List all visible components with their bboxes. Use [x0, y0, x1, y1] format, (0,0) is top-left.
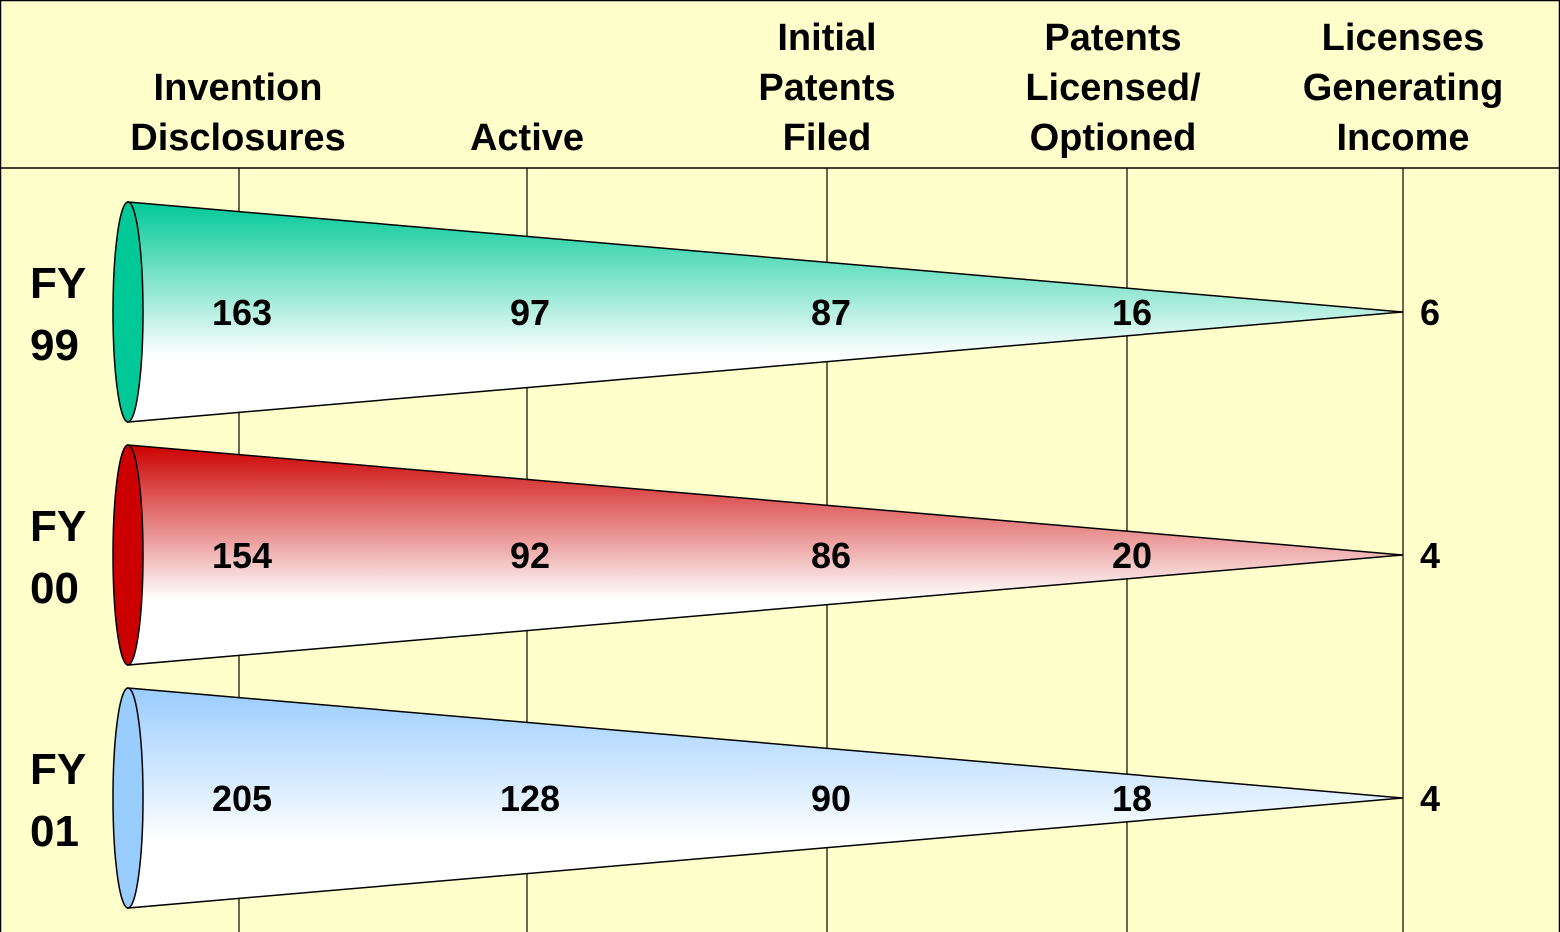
value-label: 90 [811, 778, 851, 819]
value-label: 20 [1112, 535, 1152, 576]
funnel-mouth [112, 201, 144, 423]
value-label: 87 [811, 292, 851, 333]
value-label: 205 [212, 778, 272, 819]
stage-header-1: Invention Disclosures [130, 67, 345, 159]
value-label: 16 [1112, 292, 1152, 333]
funnel-mouth [112, 687, 144, 909]
stage-header-5: Licenses Generating Income [1303, 17, 1504, 159]
funnel-2: FY 00 154 92 86 20 4 [30, 444, 1440, 666]
row-label: FY 99 [30, 259, 86, 370]
value-label: 92 [510, 535, 550, 576]
stage-header-3: Initial Patents Filed [758, 17, 895, 159]
value-label: 4 [1420, 778, 1440, 819]
value-label: 97 [510, 292, 550, 333]
funnel-1: FY 99 163 97 87 16 6 [30, 201, 1440, 423]
funnel-mouth [112, 444, 144, 666]
row-label: FY 00 [30, 502, 86, 613]
row-label: FY 01 [30, 745, 86, 856]
value-label: 163 [212, 292, 272, 333]
funnels: FY 99 163 97 87 16 6 FY 00 154 92 86 20 4 FY 01 205 128 90… [30, 201, 1440, 909]
stage-header-4: Patents Licensed/Optioned [1025, 17, 1201, 159]
value-label: 154 [212, 535, 272, 576]
value-label: 18 [1112, 778, 1152, 819]
value-label: 86 [811, 535, 851, 576]
funnel-3: FY 01 205 128 90 18 4 [30, 687, 1440, 909]
stage-header-2: Active [470, 117, 584, 159]
stage-headers: Invention Disclosures Active Initial Patents… [130, 17, 1503, 159]
value-label: 6 [1420, 292, 1440, 333]
value-label: 128 [500, 778, 560, 819]
value-label: 4 [1420, 535, 1440, 576]
